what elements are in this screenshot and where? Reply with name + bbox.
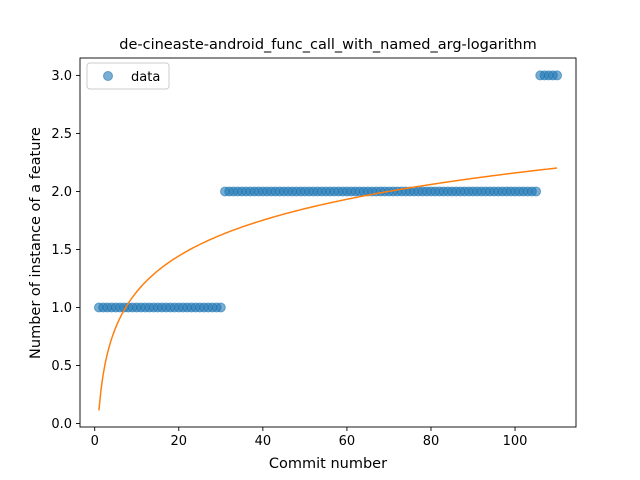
- y-tick-label: 1.5: [51, 243, 72, 258]
- y-tick-label: 0.5: [51, 359, 72, 374]
- y-tick-label: 2.5: [51, 127, 72, 142]
- data-point: [552, 70, 563, 81]
- x-axis-label: Commit number: [269, 456, 387, 472]
- legend-frame: [86, 62, 170, 90]
- data-point: [531, 186, 542, 197]
- x-tick-label: 100: [503, 434, 528, 449]
- legend-label-data: data: [131, 70, 160, 85]
- fit-line: [98, 167, 558, 411]
- y-tick-label: 1.0: [51, 301, 72, 316]
- chart-title: de-cineaste-android_func_call_with_named…: [119, 37, 537, 53]
- x-tick-label: 60: [339, 434, 356, 449]
- y-axis: 0.0 0.5 1.0 1.5 2.0 2.5 3.0: [51, 69, 80, 432]
- plot-area: [79, 57, 577, 428]
- y-tick-label: 2.0: [51, 185, 72, 200]
- x-tick-label: 80: [423, 434, 440, 449]
- legend-marker-data: [103, 71, 113, 81]
- x-axis: 0 20 40 60 80 100: [91, 427, 528, 449]
- y-axis-label: Number of instance of a feature: [28, 127, 44, 359]
- axes-frame: [79, 57, 577, 428]
- x-tick-label: 0: [91, 434, 99, 449]
- data-point: [215, 302, 226, 313]
- x-tick-label: 20: [171, 434, 188, 449]
- legend: data: [86, 62, 170, 90]
- x-tick-label: 40: [255, 434, 272, 449]
- y-tick-label: 3.0: [51, 69, 72, 84]
- y-tick-label: 0.0: [51, 417, 72, 432]
